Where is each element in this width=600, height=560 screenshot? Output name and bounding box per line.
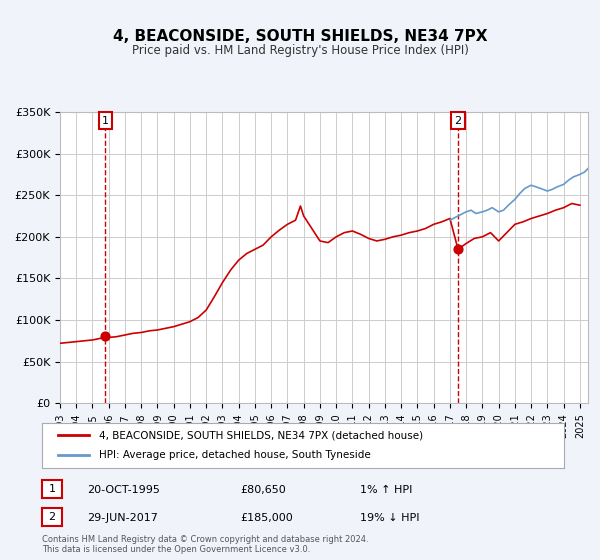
- Text: HPI: Average price, detached house, South Tyneside: HPI: Average price, detached house, Sout…: [100, 450, 371, 460]
- Text: 29-JUN-2017: 29-JUN-2017: [87, 513, 158, 523]
- Text: £80,650: £80,650: [240, 485, 286, 495]
- Text: Price paid vs. HM Land Registry's House Price Index (HPI): Price paid vs. HM Land Registry's House …: [131, 44, 469, 57]
- Text: 4, BEACONSIDE, SOUTH SHIELDS, NE34 7PX (detached house): 4, BEACONSIDE, SOUTH SHIELDS, NE34 7PX (…: [100, 430, 424, 440]
- Text: 4, BEACONSIDE, SOUTH SHIELDS, NE34 7PX: 4, BEACONSIDE, SOUTH SHIELDS, NE34 7PX: [113, 29, 487, 44]
- Text: 1: 1: [49, 484, 55, 494]
- Text: 20-OCT-1995: 20-OCT-1995: [87, 485, 160, 495]
- Text: 2: 2: [49, 512, 55, 522]
- Point: [101, 332, 110, 340]
- Point: [453, 245, 463, 254]
- Text: £185,000: £185,000: [240, 513, 293, 523]
- Text: 19% ↓ HPI: 19% ↓ HPI: [360, 513, 419, 523]
- Text: 1: 1: [102, 116, 109, 126]
- Text: Contains HM Land Registry data © Crown copyright and database right 2024.
This d: Contains HM Land Registry data © Crown c…: [42, 535, 368, 554]
- Text: 1% ↑ HPI: 1% ↑ HPI: [360, 485, 412, 495]
- Text: 2: 2: [454, 116, 461, 126]
